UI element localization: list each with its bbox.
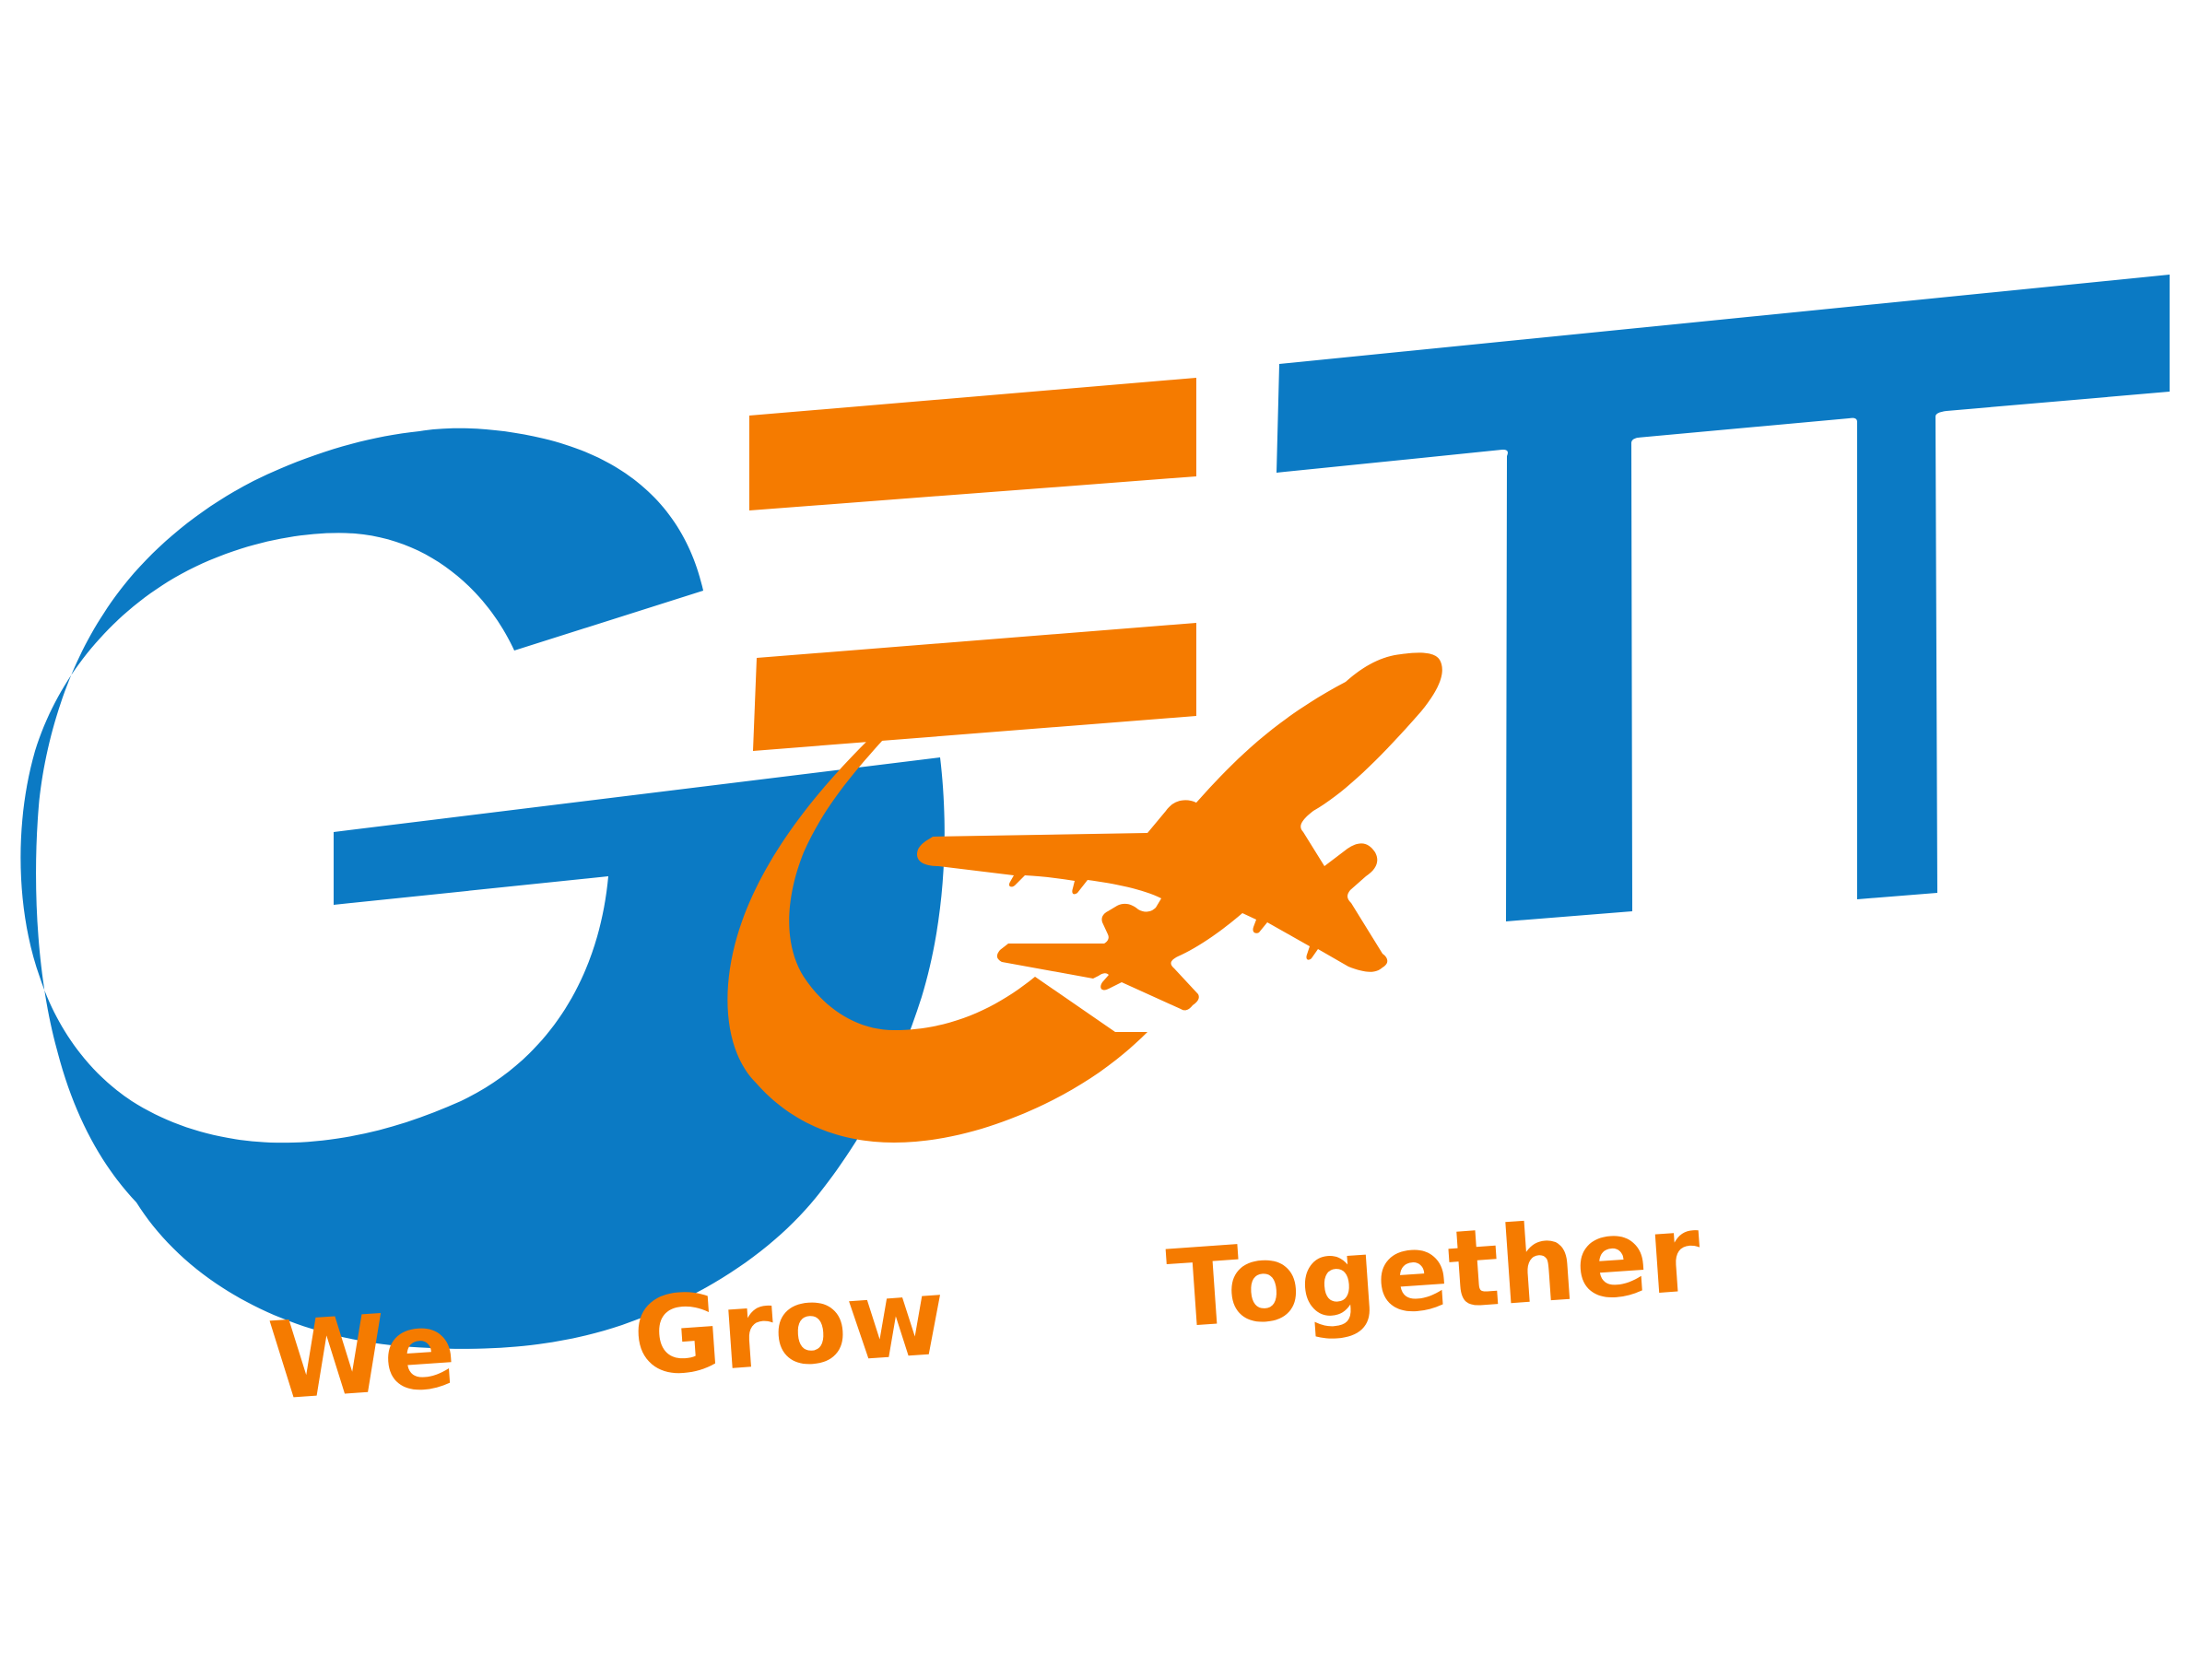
airplane-icon [916, 652, 1442, 1011]
logo-letter-e [727, 378, 1442, 1143]
tagline-word-we: We [265, 1287, 460, 1425]
e-swoosh [727, 740, 1147, 1143]
logo-letter-g [20, 428, 945, 1349]
tagline-word-grow: Grow [629, 1255, 950, 1401]
e-bottom-bar [753, 623, 1196, 751]
logo-letter-t-left [1277, 275, 2170, 921]
tagline-word-together: Together [1164, 1191, 1705, 1353]
e-top-bar [749, 378, 1196, 510]
g-outer-shape [20, 428, 945, 1349]
t-left-shape [1277, 275, 2170, 921]
tagline: We Grow Together [265, 1191, 1705, 1425]
